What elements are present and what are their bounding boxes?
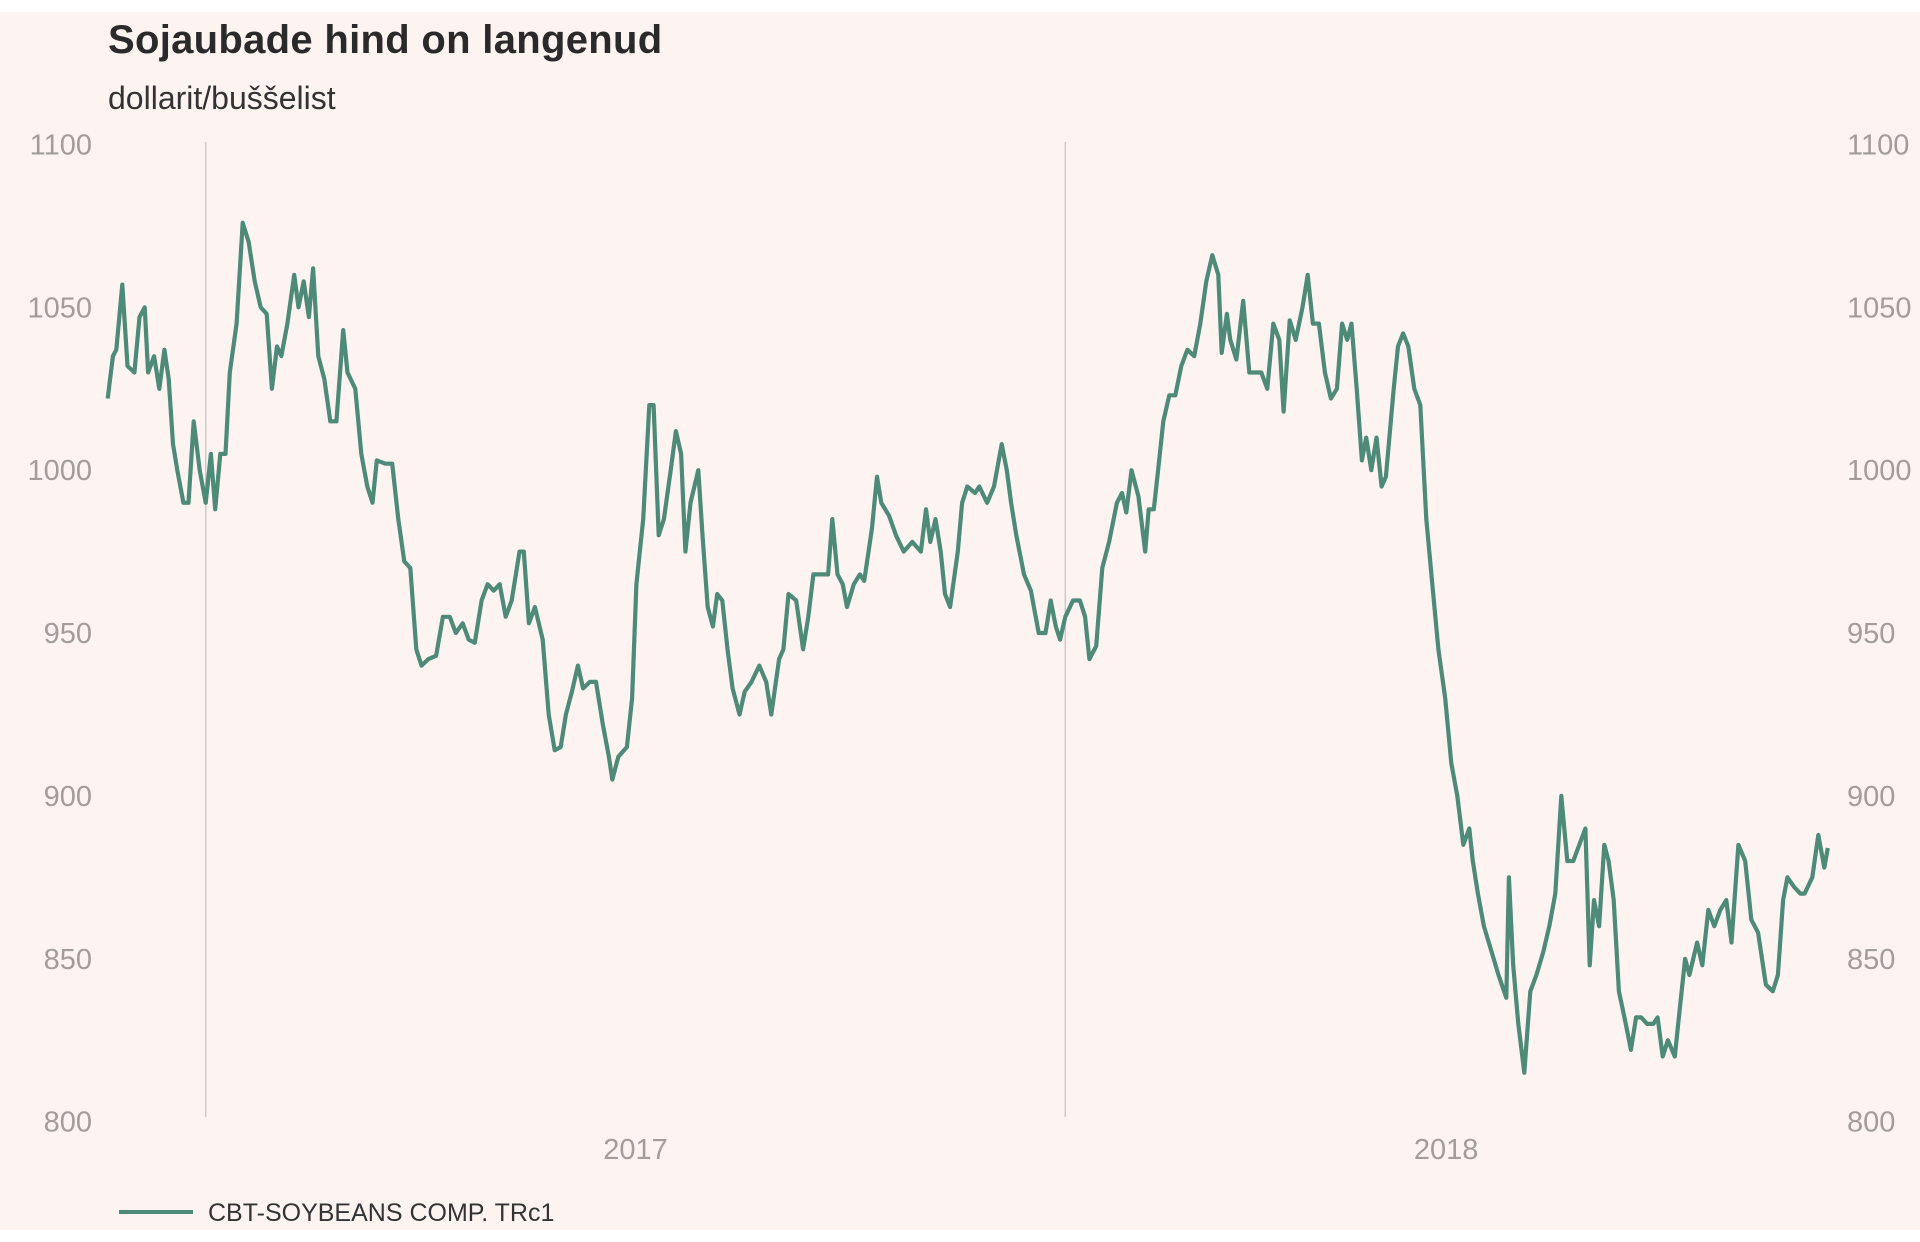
x-axis: 2017 2018 [603,1134,1478,1166]
y-tick-label-right: 950 [1847,618,1895,650]
y-tick-label-left: 950 [44,618,92,650]
y-tick-label-left: 800 [44,1107,92,1139]
y-axis-right: 800 850 900 950 1000 1050 1100 [1847,130,1912,1139]
y-tick-label-left: 1000 [27,455,92,487]
y-tick-label-right: 1050 [1847,292,1912,324]
legend: CBT-SOYBEANS COMP. TRc1 [119,1199,554,1227]
y-tick-label-right: 800 [1847,1107,1895,1139]
chart-subtitle: dollarit/buššelist [108,80,336,116]
y-tick-label-left: 850 [44,944,92,976]
y-tick-label-left: 1050 [27,292,92,324]
y-tick-label-right: 850 [1847,944,1895,976]
y-tick-label-left: 1100 [30,130,92,162]
series-layer [105,220,1830,1075]
y-tick-label-right: 1100 [1847,130,1909,162]
y-axis-left: 800 850 900 950 1000 1050 1100 [27,130,92,1139]
chart-background [0,12,1920,1230]
year-separators [204,142,1067,1117]
y-tick-label-right: 900 [1847,781,1895,813]
series-line [105,220,1830,1075]
chart-title: Sojaubade hind on langenud [108,18,663,62]
y-tick-label-right: 1000 [1847,455,1912,487]
x-tick-label: 2017 [603,1134,668,1166]
y-tick-label-left: 900 [44,781,92,813]
x-tick-label: 2018 [1414,1134,1479,1166]
legend-label: CBT-SOYBEANS COMP. TRc1 [208,1199,554,1227]
